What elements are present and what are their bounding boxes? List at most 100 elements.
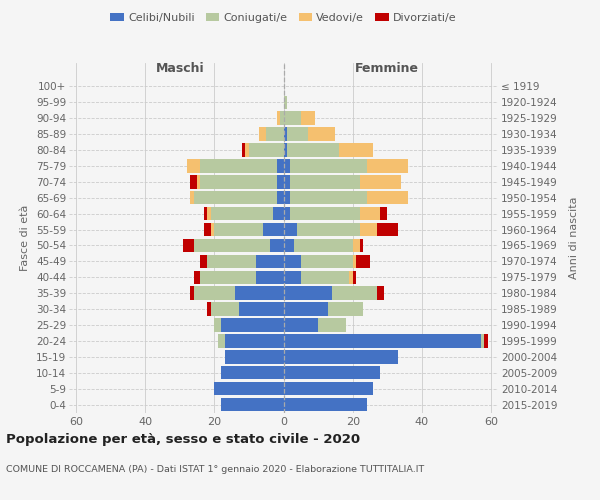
Bar <box>221 366 284 380</box>
Bar <box>256 254 284 268</box>
Bar <box>332 286 377 300</box>
Bar <box>367 159 408 172</box>
Bar <box>277 112 280 125</box>
Bar <box>284 143 287 157</box>
Bar <box>183 238 194 252</box>
Bar <box>308 128 335 141</box>
Bar <box>284 286 332 300</box>
Bar <box>284 398 367 411</box>
Bar <box>356 254 370 268</box>
Bar <box>284 366 380 380</box>
Legend: Celibi/Nubili, Coniugati/e, Vedovi/e, Divorziati/e: Celibi/Nubili, Coniugati/e, Vedovi/e, Di… <box>106 8 461 28</box>
Bar <box>349 270 353 284</box>
Bar <box>263 223 284 236</box>
Bar <box>194 286 235 300</box>
Bar <box>298 223 359 236</box>
Bar <box>277 191 284 204</box>
Bar <box>301 254 353 268</box>
Bar <box>318 318 346 332</box>
Bar <box>284 207 290 220</box>
Y-axis label: Fasce di età: Fasce di età <box>20 204 31 270</box>
Bar <box>221 318 284 332</box>
Bar <box>277 175 284 188</box>
Bar <box>224 334 284 347</box>
Bar <box>239 302 284 316</box>
Text: COMUNE DI ROCCAMENA (PA) - Dati ISTAT 1° gennaio 2020 - Elaborazione TUTTITALIA.: COMUNE DI ROCCAMENA (PA) - Dati ISTAT 1°… <box>6 465 424 474</box>
Bar <box>218 334 224 347</box>
Bar <box>284 350 398 364</box>
Bar <box>284 223 298 236</box>
Bar <box>200 254 208 268</box>
Bar <box>328 302 363 316</box>
Bar <box>235 286 284 300</box>
Bar <box>200 159 277 172</box>
Bar <box>211 207 273 220</box>
Bar <box>259 128 266 141</box>
Bar <box>481 334 484 347</box>
Bar <box>190 286 194 300</box>
Bar <box>377 286 384 300</box>
Bar <box>377 223 398 236</box>
Bar <box>359 238 363 252</box>
Bar <box>287 128 308 141</box>
Bar <box>221 398 284 411</box>
Bar <box>190 191 194 204</box>
Bar <box>294 238 353 252</box>
Bar <box>200 270 256 284</box>
Bar <box>284 238 294 252</box>
Bar <box>269 238 284 252</box>
Bar <box>280 112 284 125</box>
Bar <box>273 207 284 220</box>
Bar <box>194 191 277 204</box>
Bar <box>353 270 356 284</box>
Y-axis label: Anni di nascita: Anni di nascita <box>569 196 578 278</box>
Bar <box>214 223 263 236</box>
Bar <box>367 191 408 204</box>
Bar <box>194 238 269 252</box>
Bar <box>187 159 200 172</box>
Bar <box>284 302 328 316</box>
Bar <box>200 175 277 188</box>
Bar <box>214 318 221 332</box>
Bar <box>284 96 287 109</box>
Bar <box>359 175 401 188</box>
Bar <box>484 334 488 347</box>
Bar <box>284 191 290 204</box>
Bar <box>256 270 284 284</box>
Bar <box>353 254 356 268</box>
Bar <box>204 223 211 236</box>
Bar <box>290 159 367 172</box>
Bar <box>242 143 245 157</box>
Bar <box>353 238 359 252</box>
Bar <box>208 207 211 220</box>
Bar <box>208 302 211 316</box>
Bar <box>380 207 387 220</box>
Bar <box>249 143 284 157</box>
Bar <box>284 128 287 141</box>
Bar <box>290 175 359 188</box>
Bar <box>290 191 367 204</box>
Bar <box>284 382 373 396</box>
Bar <box>204 207 208 220</box>
Bar <box>301 112 314 125</box>
Bar <box>284 270 301 284</box>
Bar <box>194 270 200 284</box>
Bar <box>287 143 339 157</box>
Bar <box>301 270 349 284</box>
Bar <box>211 302 239 316</box>
Text: Femmine: Femmine <box>355 62 419 76</box>
Bar <box>284 334 481 347</box>
Bar <box>284 175 290 188</box>
Bar <box>284 159 290 172</box>
Bar <box>190 175 197 188</box>
Text: Maschi: Maschi <box>155 62 204 76</box>
Bar <box>245 143 249 157</box>
Bar <box>277 159 284 172</box>
Bar <box>266 128 284 141</box>
Bar <box>359 223 377 236</box>
Bar <box>290 207 359 220</box>
Bar <box>284 254 301 268</box>
Bar <box>284 112 301 125</box>
Bar <box>211 223 214 236</box>
Bar <box>359 207 380 220</box>
